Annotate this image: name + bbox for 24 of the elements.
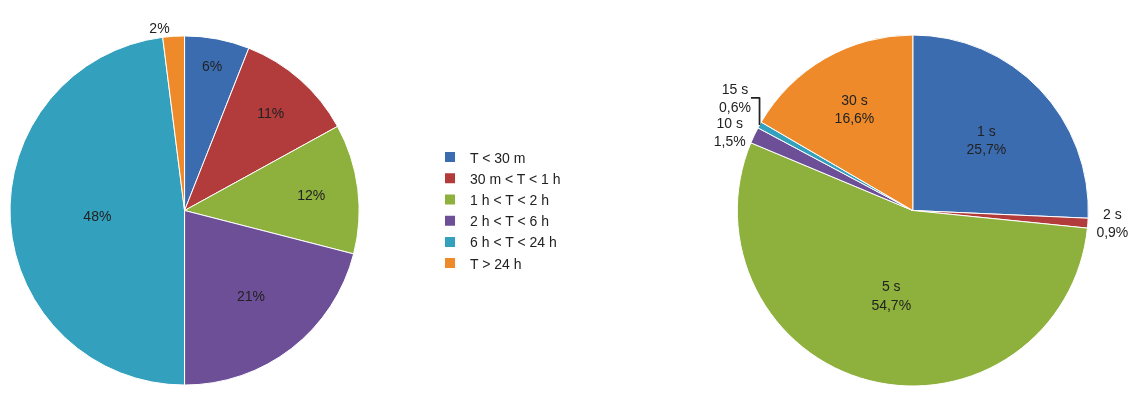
data-label: 12% xyxy=(297,186,326,203)
data-label: 2% xyxy=(149,20,170,37)
legend-label: 30 m < T < 1 h xyxy=(470,170,561,187)
data-label: 0,9% xyxy=(1096,224,1129,241)
legend-label: 6 h < T < 24 h xyxy=(470,234,557,251)
slice-label: 2 s xyxy=(1103,206,1122,223)
data-label: 54,7% xyxy=(871,296,912,313)
data-label: 6% xyxy=(201,58,223,75)
slice-label: 15 s xyxy=(721,80,749,97)
data-label: 25,7% xyxy=(966,141,1007,158)
legend-label: T > 24 h xyxy=(470,255,522,272)
data-label: 48% xyxy=(83,207,112,224)
data-label: 16,6% xyxy=(834,110,875,127)
data-label: 1,5% xyxy=(713,133,746,150)
slice-label: 30 s xyxy=(841,91,868,108)
legend-label: 2 h < T < 6 h xyxy=(470,213,549,230)
slice-label: 5 s xyxy=(881,278,901,295)
data-label: 11% xyxy=(257,104,285,121)
slice-label: 10 s xyxy=(716,115,743,132)
legend-label: T < 30 m xyxy=(470,149,526,166)
slice-label: 1 s xyxy=(977,122,996,139)
data-label: 0,6% xyxy=(719,99,751,116)
legend-label: 1 h < T < 2 h xyxy=(470,191,549,208)
data-label: 21% xyxy=(236,288,265,305)
